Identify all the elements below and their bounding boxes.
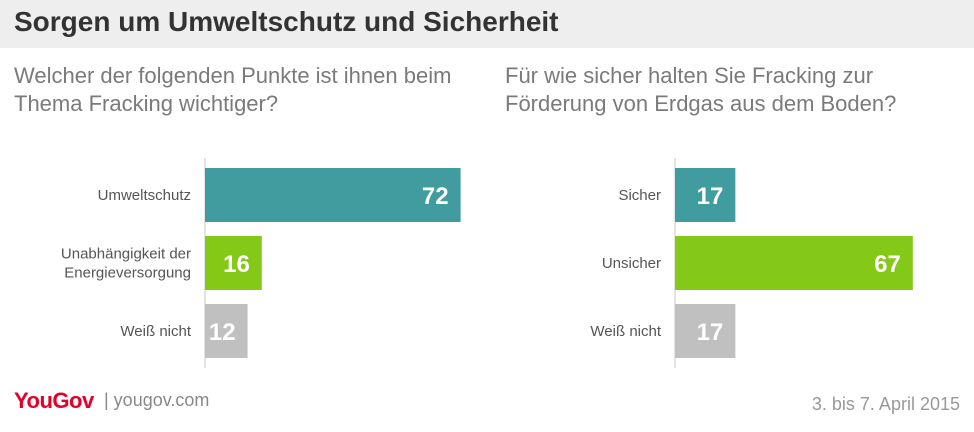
right-category-label-3: Weiß nicht (590, 323, 661, 340)
left-value-label-2: 16 (223, 251, 250, 278)
right-bar-chart: 17 Sicher 67 Unsicher 17 Weiß nicht (470, 150, 950, 370)
right-category-label-1: Sicher (618, 187, 661, 204)
left-bar-chart-svg: 72 Umweltschutz 16 Unabhängigkeit der Energi… (61, 158, 461, 368)
title-bar: Sorgen um Umweltschutz und Sicherheit (0, 0, 974, 48)
right-bar-chart-svg: 17 Sicher 67 Unsicher 17 Weiß nicht (590, 158, 913, 368)
yougov-logo: YouGov (14, 388, 94, 413)
left-bar-1 (205, 168, 461, 222)
footer-url: | yougov.com (104, 390, 210, 410)
right-category-label-2: Unsicher (602, 255, 661, 272)
left-bar-3 (205, 304, 248, 358)
left-category-label-3: Weiß nicht (120, 323, 191, 340)
left-bar-2 (205, 236, 262, 290)
right-value-label-3: 17 (697, 319, 724, 346)
right-bar-3 (675, 304, 736, 358)
right-bar-1 (675, 168, 736, 222)
left-category-label-2: Unabhängigkeit der Energieversorgung (61, 246, 191, 282)
left-category-label-1: Umweltschutz (98, 187, 191, 204)
right-value-label-1: 17 (697, 183, 724, 210)
right-chart-question: Für wie sicher halten Sie Fracking zur F… (505, 63, 897, 116)
left-value-label-1: 72 (422, 183, 449, 210)
left-chart-question: Welcher der folgenden Punkte ist ihnen b… (14, 63, 452, 116)
left-bar-chart: 72 Umweltschutz 16 Unabhängigkeit der Energi… (0, 150, 480, 370)
right-bar-2 (675, 236, 913, 290)
right-value-label-2: 67 (874, 251, 901, 278)
survey-date: 3. bis 7. April 2015 (811, 394, 960, 414)
page-title: Sorgen um Umweltschutz und Sicherheit (14, 6, 559, 37)
left-value-label-3: 12 (209, 319, 236, 346)
